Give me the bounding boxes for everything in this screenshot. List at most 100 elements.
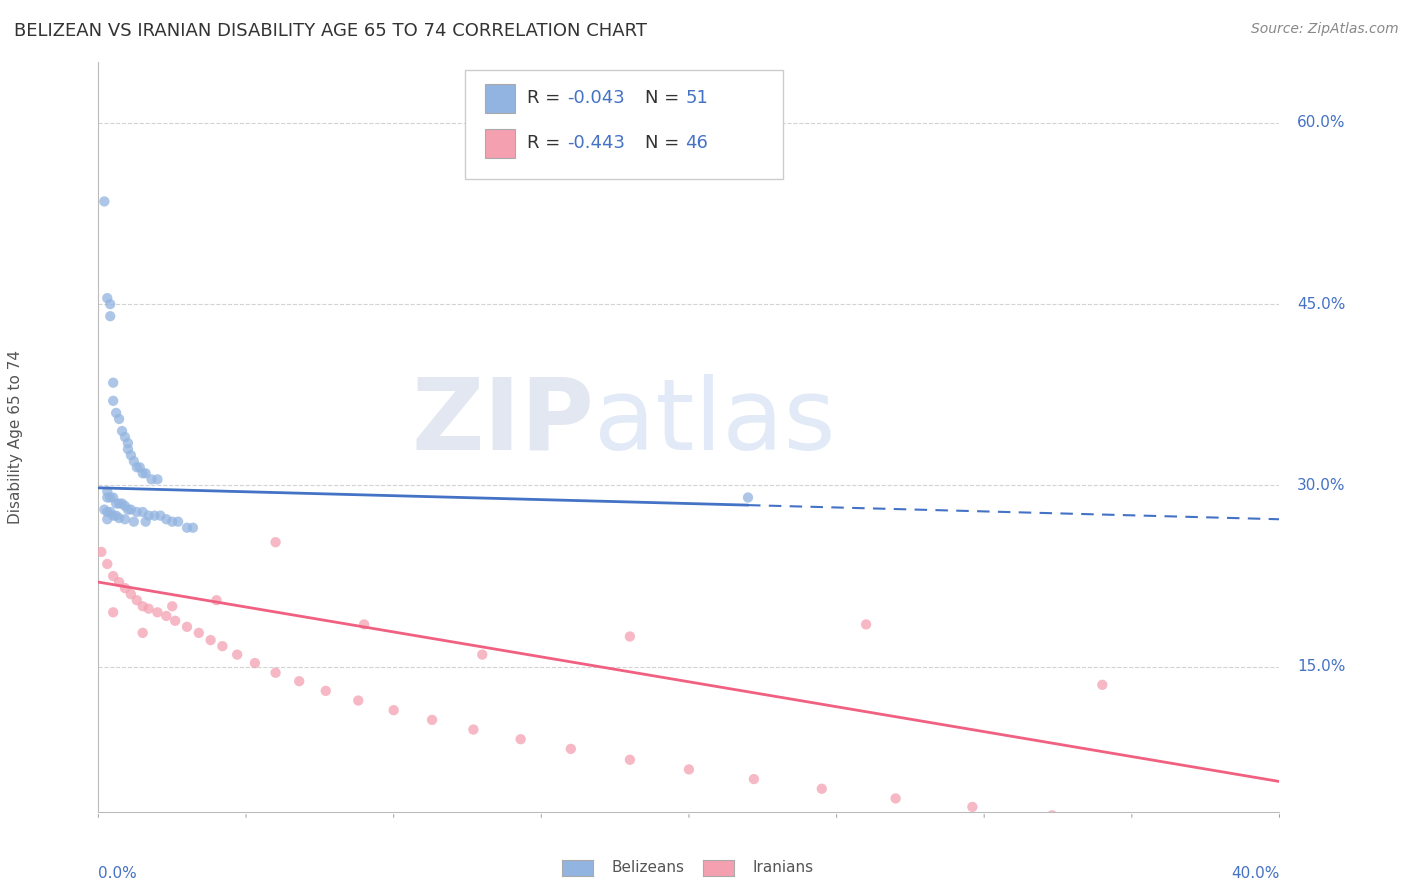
Point	[187, 625, 209, 640]
Point	[96, 512, 118, 526]
Text: Disability Age 65 to 74: Disability Age 65 to 74	[8, 350, 24, 524]
Point	[122, 515, 145, 529]
Point	[200, 633, 222, 648]
Point	[155, 609, 177, 624]
Point	[138, 601, 160, 615]
Point	[105, 497, 128, 511]
Text: 15.0%: 15.0%	[1298, 659, 1346, 674]
Text: 0.0%: 0.0%	[98, 866, 138, 881]
FancyBboxPatch shape	[485, 84, 516, 112]
Point	[96, 291, 118, 305]
Point	[96, 557, 118, 571]
Point	[463, 723, 485, 737]
Point	[1091, 678, 1114, 692]
Text: -0.043: -0.043	[567, 88, 626, 107]
Text: N =: N =	[645, 88, 685, 107]
Text: -0.443: -0.443	[567, 134, 626, 152]
Point	[167, 515, 190, 529]
Point	[962, 800, 984, 814]
Text: 30.0%: 30.0%	[1298, 478, 1346, 493]
Point	[181, 521, 204, 535]
Point	[103, 605, 125, 619]
Point	[103, 491, 125, 505]
Point	[96, 491, 118, 505]
Text: N =: N =	[645, 134, 685, 152]
Point	[114, 499, 136, 513]
Point	[678, 763, 700, 777]
Point	[138, 508, 160, 523]
Point	[111, 424, 134, 438]
Point	[143, 508, 166, 523]
Text: R =: R =	[527, 134, 567, 152]
Point	[382, 703, 405, 717]
Point	[155, 512, 177, 526]
Point	[105, 508, 128, 523]
Point	[146, 472, 169, 486]
Point	[132, 467, 155, 481]
Point	[211, 639, 233, 653]
Point	[120, 587, 142, 601]
Text: R =: R =	[527, 88, 567, 107]
Point	[98, 297, 121, 311]
Point	[288, 674, 311, 689]
Point	[146, 605, 169, 619]
Point	[742, 772, 765, 786]
Point	[176, 620, 198, 634]
Point	[132, 599, 155, 614]
Text: atlas: atlas	[595, 374, 837, 471]
Point	[120, 448, 142, 462]
Point	[108, 511, 131, 525]
Point	[226, 648, 249, 662]
Point	[264, 535, 287, 549]
Point	[205, 593, 228, 607]
Point	[90, 545, 112, 559]
Point	[108, 412, 131, 426]
Point	[125, 505, 148, 519]
Point	[162, 599, 183, 614]
Point	[243, 656, 266, 670]
Point	[347, 693, 370, 707]
Point	[176, 521, 198, 535]
Point	[108, 575, 131, 590]
Point	[353, 617, 375, 632]
Point	[165, 614, 187, 628]
Point	[1040, 808, 1063, 822]
Point	[855, 617, 877, 632]
Point	[619, 753, 641, 767]
Point	[103, 393, 125, 408]
Point	[149, 508, 172, 523]
Point	[120, 502, 142, 516]
Point	[560, 742, 582, 756]
Point	[141, 472, 163, 486]
Text: BELIZEAN VS IRANIAN DISABILITY AGE 65 TO 74 CORRELATION CHART: BELIZEAN VS IRANIAN DISABILITY AGE 65 TO…	[14, 22, 647, 40]
FancyBboxPatch shape	[485, 129, 516, 158]
Text: 45.0%: 45.0%	[1298, 297, 1346, 311]
Point	[1121, 817, 1143, 831]
Point	[117, 502, 139, 516]
Point	[125, 460, 148, 475]
Text: 46: 46	[685, 134, 709, 152]
Point	[135, 467, 157, 481]
Point	[1209, 825, 1232, 839]
Point	[114, 581, 136, 595]
Point	[108, 497, 131, 511]
Text: Belizeans: Belizeans	[612, 860, 685, 874]
Point	[420, 713, 443, 727]
Point	[114, 512, 136, 526]
Point	[96, 505, 118, 519]
Text: 60.0%: 60.0%	[1298, 115, 1346, 130]
Point	[105, 406, 128, 420]
Point	[111, 497, 134, 511]
Point	[96, 484, 118, 499]
Point	[128, 460, 150, 475]
Point	[264, 665, 287, 680]
Text: Source: ZipAtlas.com: Source: ZipAtlas.com	[1251, 22, 1399, 37]
Text: 51: 51	[685, 88, 709, 107]
Text: Iranians: Iranians	[752, 860, 813, 874]
Point	[162, 515, 183, 529]
Point	[810, 781, 832, 796]
Point	[132, 625, 155, 640]
Point	[93, 502, 115, 516]
Text: ZIP: ZIP	[412, 374, 595, 471]
Point	[103, 569, 125, 583]
